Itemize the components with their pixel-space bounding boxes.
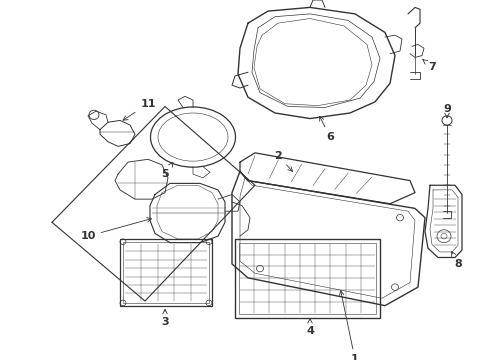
Text: 11: 11: [123, 99, 156, 120]
Text: 4: 4: [306, 319, 314, 336]
Text: 8: 8: [452, 252, 462, 269]
Text: 9: 9: [443, 104, 451, 118]
Text: 2: 2: [274, 150, 293, 171]
Text: 1: 1: [340, 291, 359, 360]
Bar: [120, 239, 212, 306]
Text: 7: 7: [423, 60, 436, 72]
Bar: [239, 243, 376, 314]
Bar: [123, 242, 209, 303]
Text: 5: 5: [161, 162, 173, 179]
Text: 10: 10: [80, 218, 151, 241]
Bar: [235, 239, 380, 318]
Text: 3: 3: [161, 309, 169, 327]
Text: 6: 6: [319, 116, 334, 142]
